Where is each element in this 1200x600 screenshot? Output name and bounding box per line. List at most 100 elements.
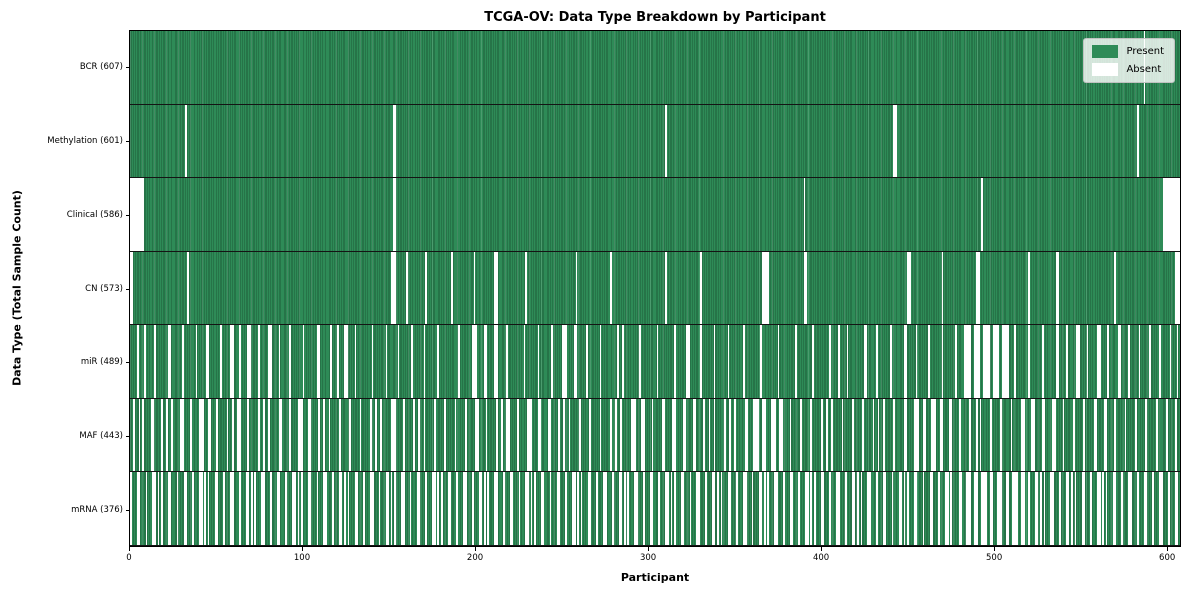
absent-stripe [254,472,257,546]
absent-stripe [180,398,184,472]
absent-stripe [338,398,341,472]
absent-stripe [371,325,374,398]
absent-stripe [392,104,396,178]
absent-stripe [981,178,984,251]
absent-stripe [176,472,179,546]
absent-stripe [1128,325,1130,398]
absent-stripe [1148,325,1151,398]
absent-stripe [931,398,937,472]
absent-stripe [563,398,566,472]
x-tick-label: 600 [1159,553,1176,563]
absent-stripe [965,472,972,546]
absent-stripe [831,398,833,472]
absent-stripe [1174,251,1180,325]
absent-stripe [551,325,554,398]
absent-stripe [805,472,809,546]
absent-stripe [297,472,300,546]
absent-stripe [192,472,194,546]
y-tick-label-miR: miR (489) [80,357,123,368]
absent-stripe [230,472,234,546]
absent-stripe [216,398,219,472]
absent-stripe [689,472,692,546]
absent-stripe [1124,398,1127,472]
absent-stripe [876,325,878,398]
absent-stripe [673,325,676,398]
absent-stripe [250,472,253,546]
absent-stripe [1159,325,1161,398]
absent-stripe [665,251,668,325]
absent-stripe [615,398,617,472]
absent-stripe [829,325,832,398]
absent-stripe [167,325,172,398]
absent-stripe [969,398,972,472]
absent-stripe [665,472,669,546]
absent-stripe [993,325,999,398]
absent-stripe [423,325,426,398]
legend-entry-present: Present [1092,45,1164,58]
absent-stripe [950,472,953,546]
absent-stripe [948,398,953,472]
absent-stripe [494,251,498,325]
absent-stripe [575,251,578,325]
absent-stripe [903,398,908,472]
absent-stripe [167,472,172,546]
absent-stripe [841,398,844,472]
y-tick-mark [125,140,129,142]
absent-stripe [195,325,198,398]
present-swatch [1092,45,1119,58]
absent-stripe [634,472,638,546]
x-tick-label: 200 [466,553,484,563]
absent-stripe [794,325,797,398]
absent-stripe [705,472,707,546]
y-tick-mark [125,510,129,512]
absent-stripe [171,398,174,472]
absent-stripe [423,398,426,472]
absent-stripe [278,325,281,398]
absent-stripe [494,325,498,398]
absent-stripe [724,398,726,472]
absent-stripe [416,472,421,546]
absent-stripe [812,325,814,398]
absent-stripe [230,325,234,398]
absent-stripe [862,398,864,472]
absent-stripe [979,398,982,472]
absent-stripe [857,472,859,546]
y-tick-label-BCR: BCR (607) [79,61,123,72]
absent-stripe [1107,325,1110,398]
absent-stripe [893,104,897,178]
absent-stripe [743,472,747,546]
absent-stripe [927,325,930,398]
absent-stripe [1052,398,1056,472]
absent-stripe [1135,398,1137,472]
absent-stripe [610,251,612,325]
absent-stripe [401,472,405,546]
absent-stripe [473,251,476,325]
absent-stripe [558,398,560,472]
absent-stripe [185,104,187,178]
row-miR [130,325,1180,399]
absent-stripe [589,398,592,472]
absent-stripe [762,251,769,325]
absent-stripe [181,325,184,398]
absent-stripe [440,472,443,546]
absent-stripe [1112,472,1117,546]
absent-stripe [199,398,205,472]
x-tick-label: 500 [986,553,1003,563]
absent-stripe [876,472,878,546]
absent-stripe [425,472,428,546]
absent-stripe [810,472,813,546]
absent-stripe [851,398,854,472]
absent-stripe [1021,398,1025,472]
absent-stripe [332,472,334,546]
absent-stripe [958,472,963,546]
absent-stripe [729,398,731,472]
absent-stripe [798,472,801,546]
absent-stripe [585,325,588,398]
x-tick-mark [302,547,304,551]
absent-stripe [941,251,944,325]
absent-stripe [161,398,163,472]
absent-stripe [914,472,918,546]
absent-stripe [682,398,687,472]
absent-stripe [370,472,374,546]
absent-stripe [651,398,654,472]
